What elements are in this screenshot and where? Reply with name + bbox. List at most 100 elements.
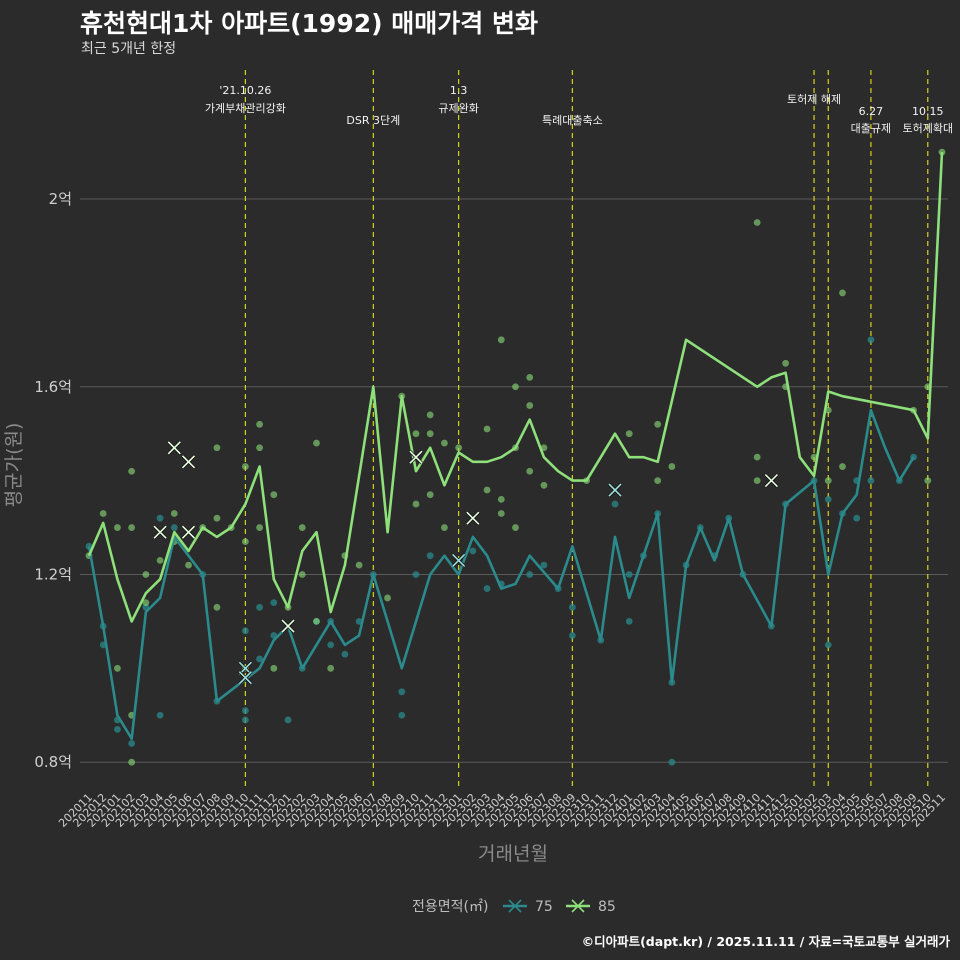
marker-stroke: [452, 553, 466, 567]
event-label: 특례대출축소: [542, 114, 603, 127]
event-label: 토허제 해제: [787, 92, 841, 106]
marker-stroke: [153, 525, 167, 539]
marker-stroke: [409, 450, 423, 464]
scatter-point-75: [824, 641, 832, 649]
scatter-point-85: [426, 491, 434, 499]
y-tick-label: 1.6억: [34, 378, 72, 396]
event-label: 대출규제: [851, 122, 891, 135]
scatter-point-85: [753, 453, 761, 461]
scatter-point-85: [497, 510, 505, 517]
scatter-point-85: [497, 336, 505, 344]
scatter-point-85: [213, 514, 221, 522]
scatter-point-75: [867, 477, 875, 485]
scatter-point-75: [625, 571, 633, 578]
legend-item-75: 75: [503, 899, 553, 915]
x-marker-75: [238, 670, 253, 685]
scatter-point-85: [213, 444, 221, 452]
legend-swatch-x: [508, 899, 522, 913]
series-line-75: [87, 408, 915, 740]
scatter-point-85: [512, 383, 519, 391]
scatter-point-75: [241, 627, 249, 635]
scatter-point-85: [142, 599, 150, 607]
scatter-point-75: [526, 571, 534, 578]
scatter-point-85: [384, 594, 391, 602]
scatter-point-85: [241, 463, 249, 470]
scatter-point-85: [412, 500, 420, 508]
scatter-point-85: [526, 373, 534, 381]
x-axis-ticks: 2020112020122021012021022021032021042021…: [56, 791, 948, 830]
scatter-point-75: [469, 547, 477, 555]
scatter-point-85: [298, 524, 306, 531]
scatter-point-85: [441, 524, 448, 531]
scatter-point-85: [241, 538, 249, 546]
y-axis-ticks: 0.8억 1.2억 1.6억 2억: [34, 190, 72, 771]
scatter-point-75: [853, 514, 861, 522]
scatter-point-85: [313, 618, 320, 625]
grid-lines: [80, 198, 948, 763]
scatter-point-75: [412, 571, 420, 578]
scatter-point-85: [114, 664, 121, 672]
scatter-point-85: [455, 444, 463, 452]
event-label: DSR 3단계: [346, 114, 400, 127]
x-markers: [153, 440, 779, 685]
scatter-75: [85, 336, 917, 766]
scatter-point-75: [568, 603, 576, 611]
scatter-point-85: [170, 510, 178, 517]
scatter-point-85: [213, 603, 221, 611]
event-label: 6.27: [859, 105, 884, 118]
scatter-point-75: [668, 758, 676, 766]
scatter-point-85: [298, 571, 306, 578]
event-label: 규제완화: [438, 102, 478, 115]
scatter-point-75: [398, 688, 406, 696]
scatter-point-85: [625, 430, 633, 438]
series-line-85: [87, 152, 944, 623]
x-marker-85: [181, 525, 196, 540]
scatter-point-75: [256, 655, 263, 663]
scatter-point-85: [256, 524, 263, 531]
event-lines: [244, 70, 929, 788]
legend-swatch-x: [571, 899, 585, 913]
footer-credit: ©디아파트(dapt.kr) / 2025.11.11 / 자료=국토교통부 실…: [581, 934, 950, 949]
scatter-point-85: [824, 477, 832, 485]
x-marker-85: [764, 473, 779, 488]
scatter-point-75: [327, 641, 335, 649]
chart-title: 휴천현대1차 아파트(1992) 매매가격 변화: [80, 9, 538, 38]
scatter-point-75: [824, 495, 832, 503]
marker-stroke: [608, 483, 622, 497]
marker-stroke: [167, 441, 181, 455]
scatter-point-85: [839, 289, 846, 297]
legend-label: 75: [535, 899, 553, 915]
scatter-point-85: [782, 359, 790, 367]
scatter-point-85: [540, 481, 548, 489]
scatter-point-75: [611, 500, 619, 508]
scatter-point-75: [241, 716, 249, 724]
scatter-point-75: [426, 552, 434, 560]
scatter-point-85: [526, 467, 534, 475]
scatter-point-85: [99, 510, 107, 517]
scatter-point-85: [483, 486, 491, 494]
scatter-point-85: [114, 524, 121, 531]
x-marker-85: [153, 525, 168, 540]
scatter-point-75: [625, 618, 633, 625]
scatter-point-85: [483, 425, 491, 433]
scatter-point-75: [114, 725, 121, 733]
scatter-85: [85, 148, 946, 766]
y-tick-label: 0.8억: [34, 753, 72, 771]
chart-subtitle: 최근 5개년 한정: [81, 41, 177, 57]
scatter-point-75: [256, 603, 263, 611]
scatter-point-75: [241, 707, 249, 714]
legend-label: 85: [598, 899, 616, 915]
scatter-point-75: [156, 514, 164, 522]
scatter-point-75: [156, 711, 164, 719]
scatter-point-75: [284, 716, 292, 724]
scatter-point-75: [341, 650, 349, 658]
scatter-point-85: [128, 524, 136, 531]
scatter-point-85: [654, 477, 662, 485]
scatter-point-85: [753, 219, 761, 226]
scatter-point-85: [654, 420, 662, 428]
event-label: 가계부채관리강화: [205, 102, 286, 115]
scatter-point-85: [128, 467, 136, 475]
scatter-point-85: [185, 561, 192, 569]
